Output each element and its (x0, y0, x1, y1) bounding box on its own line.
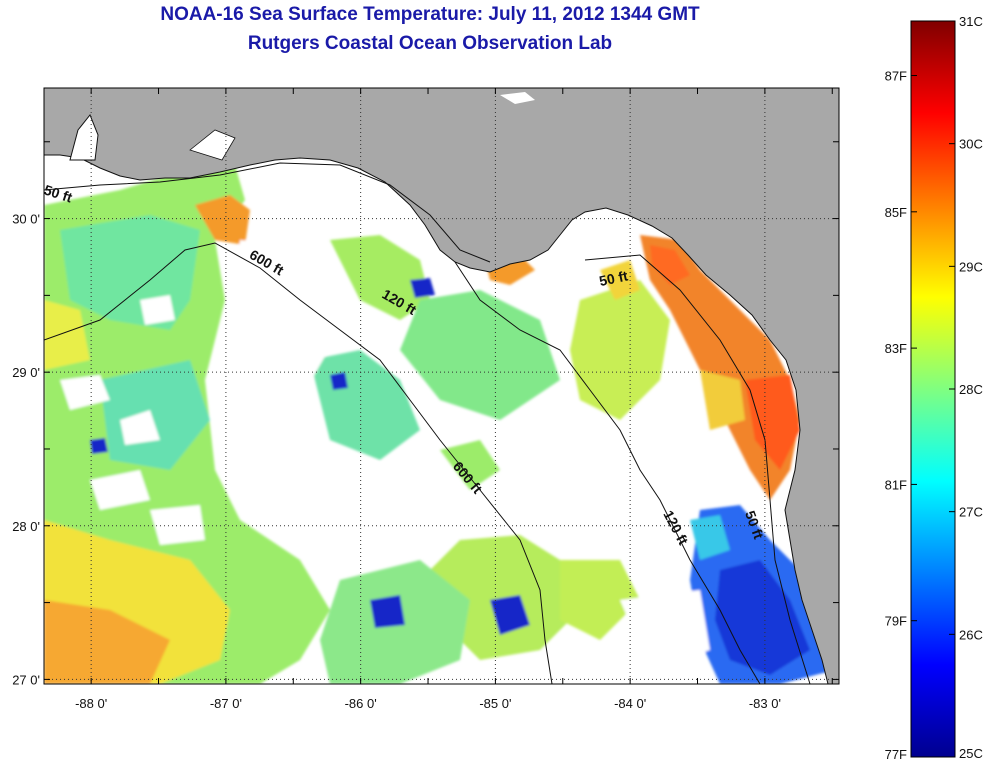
contour-label: 50 ft (598, 267, 630, 289)
colorbar-f-label: 85F (885, 205, 907, 220)
lon-tick-label: -88 0' (75, 696, 107, 711)
colorbar-c-label: 28C (959, 382, 983, 397)
lat-tick-label: 30 0' (12, 212, 40, 227)
lat-tick-label: 29 0' (12, 365, 40, 380)
plot-border (43, 87, 840, 685)
lon-tick-label: -85 0' (479, 696, 511, 711)
lat-tick-label: 27 0' (12, 672, 40, 687)
colorbar-c-label: 29C (959, 259, 983, 274)
axis-ticks: -88 0' -87 0' -86 0' -85 0' -84 0' -83 0' 30 0… (12, 88, 839, 711)
colorbar-c-label: 27C (959, 505, 983, 520)
colorbar-f-label: 77F (885, 747, 907, 762)
gridlines (44, 88, 839, 684)
colorbar-f-label: 87F (885, 69, 907, 84)
colorbar-c-label: 31C (959, 14, 983, 29)
colorbar-ticks: 31C 30C 29C 28C 27C 26C 25C 87F 85F 83F 81F 79F 77F (885, 14, 983, 762)
depth-contours (44, 162, 811, 684)
lon-tick-label: -83 0' (749, 696, 781, 711)
colorbar-f-label: 81F (885, 477, 907, 492)
lon-tick-label: -86 0' (345, 696, 377, 711)
colorbar-c-label: 25C (959, 746, 983, 761)
colorbar-c-label: 26C (959, 627, 983, 642)
colorbar (910, 20, 956, 758)
sst-data-layer (44, 165, 835, 684)
map-subtitle: Rutgers Coastal Ocean Observation Lab (247, 33, 613, 54)
lat-tick-label: 28 0' (12, 519, 40, 534)
land-mass (44, 88, 839, 684)
colorbar-f-label: 83F (885, 341, 907, 356)
colorbar-f-label: 79F (885, 614, 907, 629)
lon-tick-label: -87 0' (210, 696, 242, 711)
colorbar-c-label: 30C (959, 137, 983, 152)
lon-tick-label: -84 0' (614, 696, 646, 711)
map-title: NOAA-16 Sea Surface Temperature: July 11… (160, 4, 700, 25)
